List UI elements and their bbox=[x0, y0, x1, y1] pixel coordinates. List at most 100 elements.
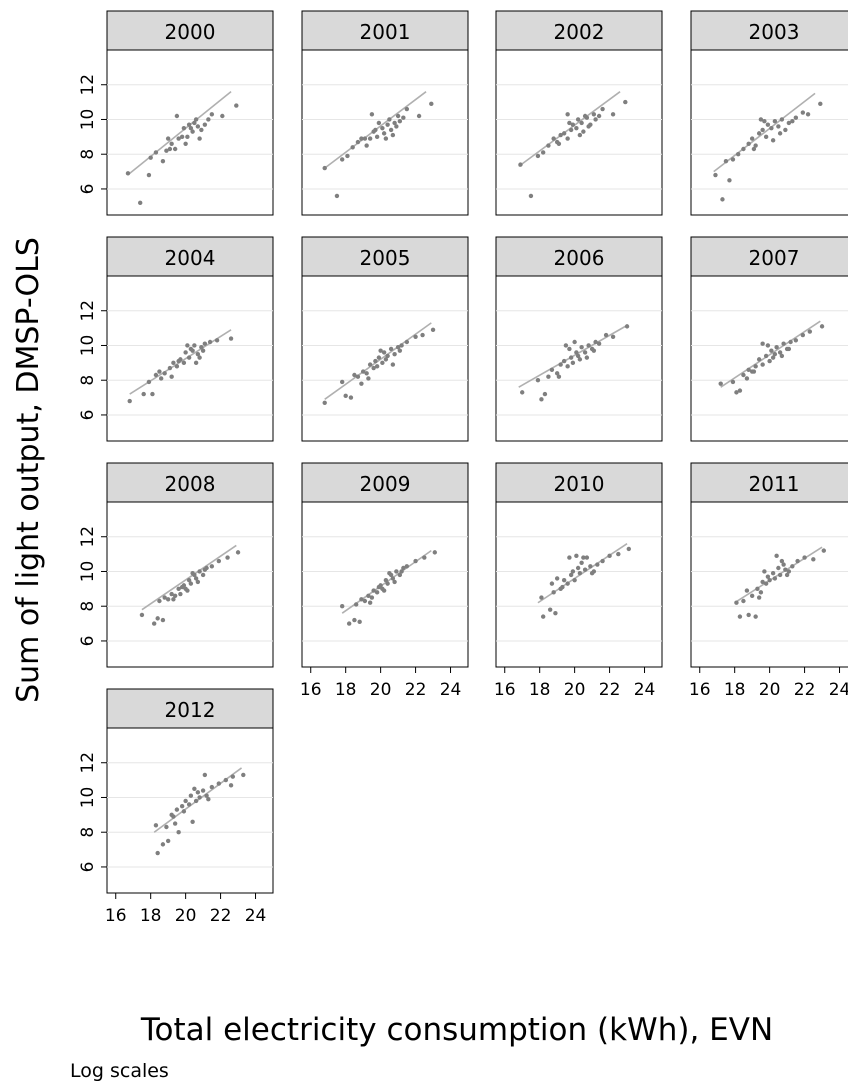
scatter-point bbox=[811, 557, 816, 562]
facet-strip-title: 2001 bbox=[360, 20, 411, 44]
scatter-point bbox=[596, 341, 602, 346]
scatter-point bbox=[430, 327, 436, 333]
scatter-point bbox=[589, 571, 595, 576]
scatter-point bbox=[202, 567, 208, 572]
plot-area bbox=[106, 727, 274, 894]
scatter-point bbox=[371, 365, 376, 371]
scatter-point bbox=[741, 146, 746, 152]
scatter-point bbox=[572, 577, 577, 583]
scatter-point bbox=[172, 146, 178, 152]
scatter-point bbox=[756, 131, 762, 136]
scatter-point bbox=[760, 362, 765, 367]
scatter-point bbox=[593, 339, 598, 345]
scatter-point bbox=[558, 132, 563, 138]
facet-panel-2007: 2007 bbox=[690, 236, 848, 442]
scatter-point bbox=[401, 115, 406, 120]
scatter-point bbox=[735, 152, 741, 157]
scatter-point bbox=[381, 588, 387, 593]
scatter-point bbox=[584, 555, 590, 560]
scatter-point bbox=[767, 358, 772, 364]
scatter-point bbox=[795, 558, 800, 564]
plot-area bbox=[690, 49, 848, 216]
scatter-point bbox=[181, 360, 187, 366]
scatter-point bbox=[186, 122, 192, 127]
scatter-point bbox=[753, 614, 758, 619]
y-tick-label: 8 bbox=[78, 601, 98, 612]
scatter-point bbox=[772, 576, 778, 581]
scatter-point bbox=[178, 591, 183, 597]
scatter-point bbox=[339, 379, 345, 385]
facet-strip bbox=[106, 236, 274, 277]
scatter-point bbox=[777, 131, 783, 136]
scatter-point bbox=[216, 781, 222, 786]
scatter-point bbox=[230, 774, 236, 779]
y-tick-label: 6 bbox=[78, 410, 98, 421]
scatter-point bbox=[186, 802, 192, 807]
scatter-point bbox=[385, 122, 390, 127]
scatter-point bbox=[572, 339, 577, 345]
scatter-point bbox=[199, 127, 204, 133]
scatter-point bbox=[176, 358, 181, 364]
facet-strip bbox=[301, 10, 469, 51]
scatter-point bbox=[359, 597, 364, 602]
scatter-point bbox=[141, 391, 146, 397]
scatter-point bbox=[188, 125, 194, 131]
scatter-point bbox=[549, 367, 555, 372]
scatter-point bbox=[546, 374, 551, 379]
y-tick-label: 12 bbox=[78, 74, 98, 96]
x-tick-label: 20 bbox=[370, 680, 392, 700]
scatter-point bbox=[185, 343, 190, 348]
facet-strip bbox=[106, 10, 274, 51]
scatter-point bbox=[565, 112, 570, 117]
scatter-point bbox=[805, 112, 811, 117]
x-tick-label: 24 bbox=[245, 906, 267, 926]
scatter-point bbox=[171, 814, 176, 819]
scatter-point bbox=[404, 564, 410, 569]
scatter-point bbox=[200, 572, 206, 578]
scatter-point bbox=[390, 132, 396, 138]
scatter-point bbox=[802, 555, 807, 560]
scatter-point bbox=[371, 588, 376, 593]
scatter-point bbox=[821, 548, 826, 553]
scatter-point bbox=[554, 371, 560, 376]
scatter-point bbox=[220, 113, 225, 119]
facet-strip bbox=[106, 688, 274, 729]
scatter-point bbox=[172, 593, 178, 598]
scatter-point bbox=[600, 558, 605, 564]
scatter-point bbox=[346, 621, 352, 626]
y-tick-label: 10 bbox=[78, 109, 98, 131]
facet-strip-title: 2005 bbox=[360, 246, 411, 270]
scatter-point bbox=[206, 797, 211, 802]
scatter-point bbox=[744, 588, 750, 593]
scatter-point bbox=[568, 127, 574, 133]
scatter-point bbox=[570, 569, 576, 574]
scatter-point bbox=[200, 348, 206, 353]
scatter-point bbox=[779, 117, 785, 122]
x-tick-label: 18 bbox=[529, 680, 551, 700]
scatter-point bbox=[593, 117, 598, 122]
scatter-point bbox=[381, 350, 387, 355]
scatter-point bbox=[737, 614, 743, 619]
y-tick-label: 6 bbox=[78, 636, 98, 647]
scatter-point bbox=[195, 790, 201, 795]
scatter-point bbox=[772, 119, 778, 124]
facet-strip-title: 2010 bbox=[554, 472, 605, 496]
scatter-point bbox=[549, 581, 555, 586]
scatter-point bbox=[183, 350, 188, 355]
x-tick-label: 18 bbox=[724, 680, 746, 700]
scatter-point bbox=[197, 355, 202, 360]
scatter-point bbox=[819, 324, 825, 329]
scatter-point bbox=[399, 343, 404, 348]
facet-strip bbox=[690, 10, 848, 51]
scatter-point bbox=[762, 119, 767, 124]
y-tick-label: 12 bbox=[78, 300, 98, 322]
scatter-point bbox=[565, 581, 570, 586]
scatter-point bbox=[790, 564, 795, 569]
scatter-point bbox=[188, 581, 194, 586]
facet-panel-2001: 2001 bbox=[301, 10, 469, 216]
scatter-point bbox=[179, 803, 185, 809]
scatter-point bbox=[793, 338, 799, 343]
scatter-point bbox=[357, 619, 362, 625]
scatter-point bbox=[769, 348, 774, 353]
scatter-point bbox=[334, 193, 340, 199]
